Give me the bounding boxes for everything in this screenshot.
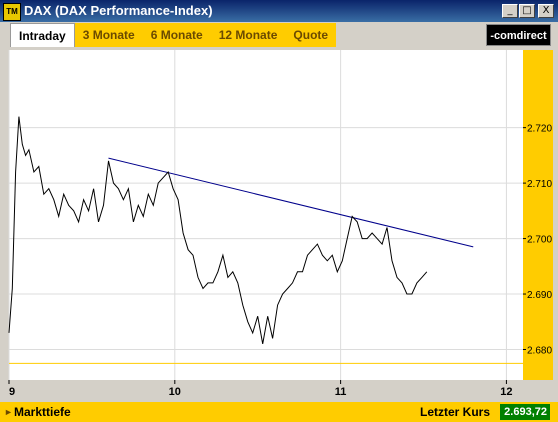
x-tick-label: 11 (335, 386, 347, 398)
tab-12-monate[interactable]: 12 Monate (218, 28, 278, 42)
y-tick-label: 2.680 (527, 345, 552, 356)
minimize-button[interactable]: _ (502, 4, 518, 18)
window-title: DAX (DAX Performance-Index) (24, 3, 213, 18)
markttiefe-link[interactable]: Markttiefe (14, 405, 71, 419)
title-bar: TM DAX (DAX Performance-Index) _ □ X (0, 0, 558, 22)
x-tick-label: 12 (500, 386, 512, 398)
close-button[interactable]: X (538, 4, 554, 18)
y-tick-label: 2.720 (527, 124, 552, 135)
trend-line (108, 157, 474, 248)
comdirect-logo: -comdirect (486, 24, 551, 46)
letzter-kurs-value: 2.693,72 (500, 404, 550, 420)
tab-quote[interactable]: Quote (293, 28, 329, 42)
y-tick-label: 2.690 (527, 290, 552, 301)
maximize-button[interactable]: □ (519, 4, 535, 18)
tab-3-monate[interactable]: 3 Monate (82, 28, 135, 42)
app-logo-icon: TM (3, 3, 21, 21)
y-tick-label: 2.710 (527, 179, 552, 190)
expand-arrow-icon: ► (4, 407, 13, 417)
range-tabs: Intraday 3 Monate 6 Monate 12 Monate Quo… (10, 23, 337, 47)
status-footer (0, 402, 558, 422)
x-tick-label: 10 (169, 386, 181, 398)
tab-intraday[interactable]: Intraday (10, 23, 75, 47)
price-series-line (8, 116, 428, 344)
plot-area (9, 50, 523, 380)
y-axis-panel (523, 50, 553, 380)
letzter-kurs-label: Letzter Kurs (420, 405, 491, 419)
tab-6-monate[interactable]: 6 Monate (150, 28, 203, 42)
y-tick-label: 2.700 (527, 235, 552, 246)
x-tick-label: 9 (9, 386, 15, 398)
intraday-chart: 2.680 2.690 2.700 2.710 2.720 9 10 11 12 (8, 48, 553, 400)
chart-area: 2.680 2.690 2.700 2.710 2.720 9 10 11 12 (8, 48, 553, 400)
